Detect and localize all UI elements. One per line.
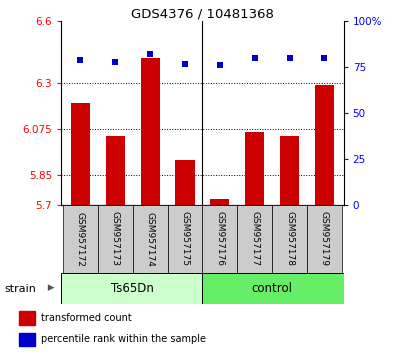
Bar <box>63 205 98 273</box>
Bar <box>19 312 36 325</box>
Bar <box>141 58 160 205</box>
Text: strain: strain <box>4 284 36 293</box>
Bar <box>202 273 344 304</box>
Bar <box>245 132 264 205</box>
Bar <box>71 103 90 205</box>
Text: GSM957173: GSM957173 <box>111 211 120 267</box>
Text: GSM957179: GSM957179 <box>320 211 329 267</box>
Bar <box>133 205 167 273</box>
Bar <box>202 205 237 273</box>
Bar <box>106 136 125 205</box>
Bar <box>19 333 36 346</box>
Text: Ts65Dn: Ts65Dn <box>111 282 154 295</box>
Bar <box>167 205 202 273</box>
Text: control: control <box>252 282 293 295</box>
Text: GSM957178: GSM957178 <box>285 211 294 267</box>
Bar <box>210 199 229 205</box>
Text: GSM957177: GSM957177 <box>250 211 259 267</box>
Text: GSM957176: GSM957176 <box>215 211 224 267</box>
Bar <box>315 85 334 205</box>
Bar <box>175 160 195 205</box>
Bar <box>61 273 202 304</box>
Bar <box>280 136 299 205</box>
Bar <box>307 205 342 273</box>
Text: GSM957172: GSM957172 <box>76 211 85 267</box>
Bar <box>98 205 133 273</box>
Title: GDS4376 / 10481368: GDS4376 / 10481368 <box>131 7 274 20</box>
Text: GSM957174: GSM957174 <box>146 211 154 267</box>
Bar <box>272 205 307 273</box>
Text: transformed count: transformed count <box>41 313 132 323</box>
Text: GSM957175: GSM957175 <box>181 211 190 267</box>
Text: percentile rank within the sample: percentile rank within the sample <box>41 335 206 344</box>
Bar <box>237 205 272 273</box>
